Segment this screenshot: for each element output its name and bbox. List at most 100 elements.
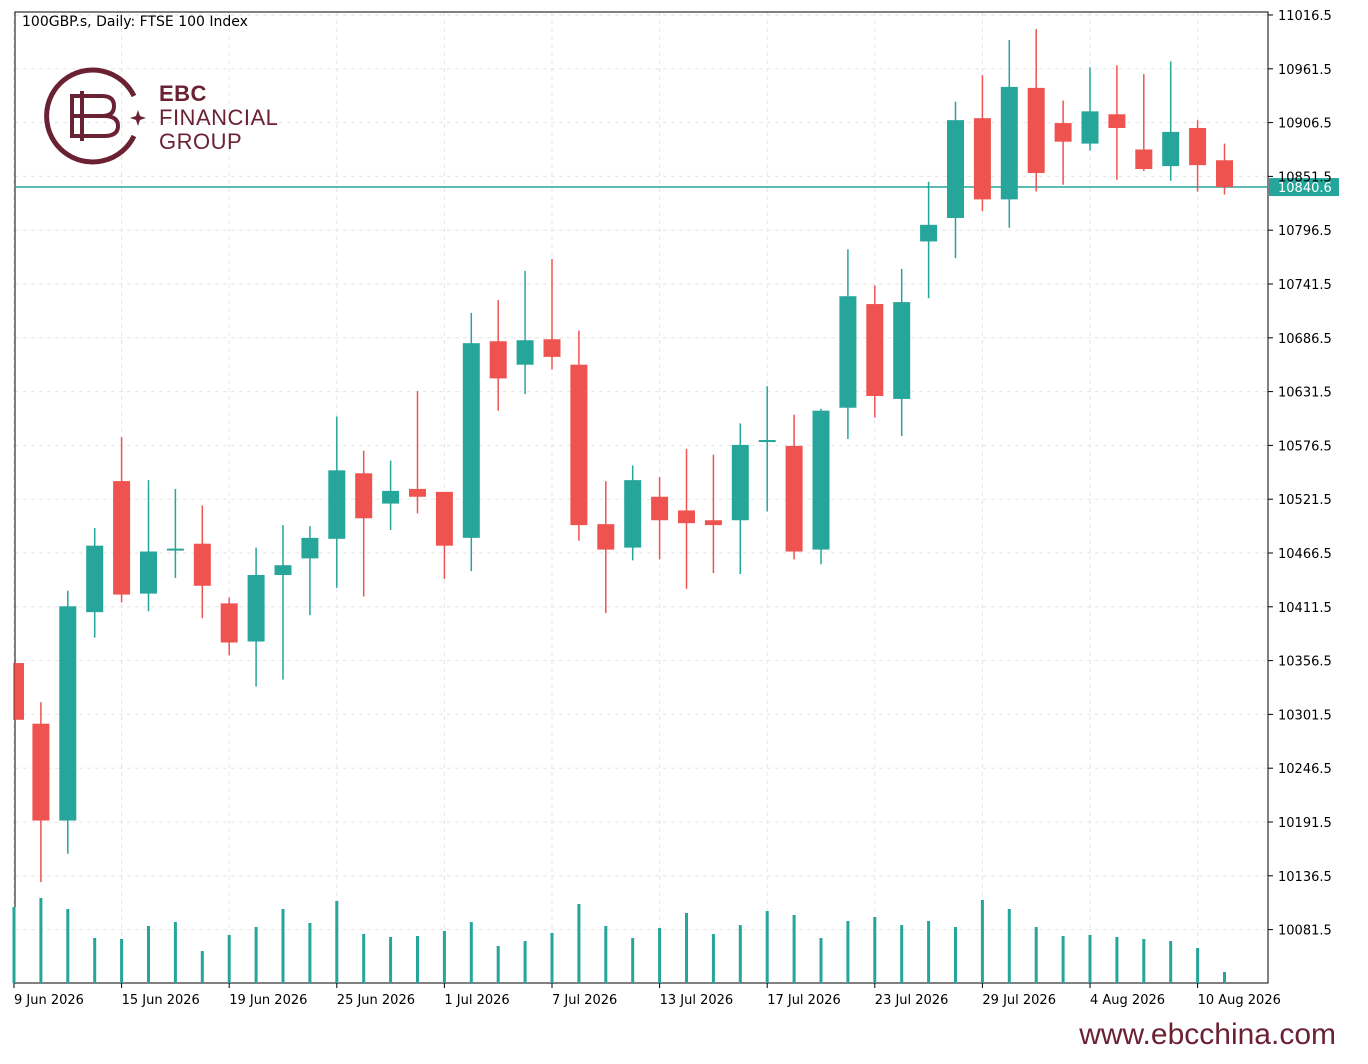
y-tick-label: 10851.5	[1278, 170, 1332, 185]
candle	[274, 525, 292, 680]
volume-bar	[685, 913, 688, 983]
current-price-line: 10840.6	[15, 178, 1339, 197]
candle-body	[678, 510, 695, 524]
x-axis: 9 Jun 2026 15 Jun 2026 19 Jun 2026 25 Jun 2…	[13, 983, 1281, 1008]
candle	[328, 416, 346, 588]
volume-bar	[738, 925, 742, 983]
y-tick-label: 10136.5	[1278, 870, 1332, 885]
candle	[624, 465, 642, 561]
volume-bar	[1223, 972, 1226, 983]
candle	[13, 663, 24, 720]
candle-body	[704, 520, 722, 526]
volume-bar	[765, 911, 769, 983]
candle-body	[301, 537, 319, 559]
candle-body	[1027, 87, 1045, 173]
volume-bar	[335, 901, 339, 983]
volume-bars	[12, 898, 1226, 983]
y-tick-label: 10576.5	[1278, 439, 1332, 454]
candle-body	[1135, 149, 1153, 170]
volume-bar	[819, 938, 823, 983]
volume-bar	[900, 925, 904, 983]
x-tick-label: 19 Jun 2026	[229, 993, 307, 1008]
x-tick-label: 9 Jun 2026	[14, 993, 84, 1008]
volume-bar	[846, 921, 850, 983]
candle-body	[839, 296, 857, 408]
volume-bar	[604, 926, 608, 983]
candle	[651, 477, 669, 560]
x-tick-label: 4 Aug 2026	[1090, 993, 1165, 1008]
candle-body	[1189, 127, 1207, 166]
volume-bar	[66, 909, 70, 983]
candle-body	[462, 343, 480, 538]
volume-bar	[658, 928, 662, 983]
logo-line-2: FINANCIAL	[159, 105, 279, 130]
candle	[785, 414, 803, 560]
volume-bar	[927, 921, 931, 983]
candle-body	[15, 663, 24, 720]
ebc-logo-text: EBC FINANCIAL GROUP	[159, 82, 278, 154]
candle-body	[947, 120, 964, 218]
candle	[973, 75, 991, 212]
candle-body	[328, 470, 346, 539]
candle	[1108, 65, 1126, 180]
logo-line-3: GROUP	[159, 129, 243, 154]
volume-bar	[980, 900, 984, 983]
volume-bar	[1034, 927, 1038, 983]
candles	[13, 29, 1233, 883]
candle	[1135, 74, 1153, 172]
candle	[866, 285, 884, 418]
candle-body	[516, 340, 534, 365]
candle-body	[409, 488, 426, 497]
volume-bar	[93, 938, 97, 983]
volume-bar	[469, 922, 473, 983]
candle-body	[1108, 114, 1126, 128]
candle-body	[1081, 111, 1099, 144]
chart-title: 100GBP.s, Daily: FTSE 100 Index	[22, 14, 248, 30]
website-url: www.ebcchina.com	[1079, 1018, 1336, 1051]
candle	[301, 526, 319, 616]
volume-bar	[1142, 939, 1146, 983]
candle-body	[651, 496, 669, 521]
candle	[812, 408, 830, 565]
plot-border	[14, 11, 1269, 984]
candle-body	[1162, 131, 1180, 167]
volume-bar	[873, 917, 877, 983]
candle	[731, 423, 749, 575]
volume-bar	[1061, 936, 1065, 983]
candle	[59, 590, 77, 854]
x-tick-label: 15 Jun 2026	[122, 993, 200, 1008]
candle-body	[866, 304, 884, 397]
x-tick-label: 23 Jul 2026	[875, 993, 949, 1008]
y-tick-label: 10961.5	[1278, 63, 1332, 78]
candle-body	[570, 364, 588, 526]
volume-bar	[1196, 948, 1200, 983]
y-tick-label: 10906.5	[1278, 117, 1332, 132]
candle	[86, 528, 104, 638]
volume-bar	[523, 941, 527, 983]
candle-body	[624, 480, 642, 548]
volume-bar	[362, 934, 366, 983]
volume-bar	[227, 935, 231, 983]
candle	[1162, 61, 1180, 181]
candle-body	[1054, 123, 1072, 142]
candle	[1216, 143, 1233, 195]
current-price-label: 10840.6	[1278, 181, 1332, 196]
x-tick-label: 10 Aug 2026	[1198, 993, 1281, 1008]
candle	[1027, 29, 1045, 192]
candle-body	[973, 118, 991, 200]
candle	[893, 268, 911, 437]
y-tick-label: 10686.5	[1278, 332, 1332, 347]
volume-bar	[389, 937, 393, 983]
x-tick-label: 29 Jul 2026	[982, 993, 1056, 1008]
candle	[704, 454, 722, 574]
candle	[570, 330, 588, 541]
candle	[489, 300, 507, 411]
candle	[355, 450, 373, 597]
candle	[32, 702, 50, 883]
y-tick-label: 10796.5	[1278, 224, 1332, 239]
ebc-logo-icon	[44, 67, 146, 165]
y-tick-label: 10356.5	[1278, 655, 1332, 670]
candle	[947, 101, 964, 259]
candle	[166, 488, 184, 578]
